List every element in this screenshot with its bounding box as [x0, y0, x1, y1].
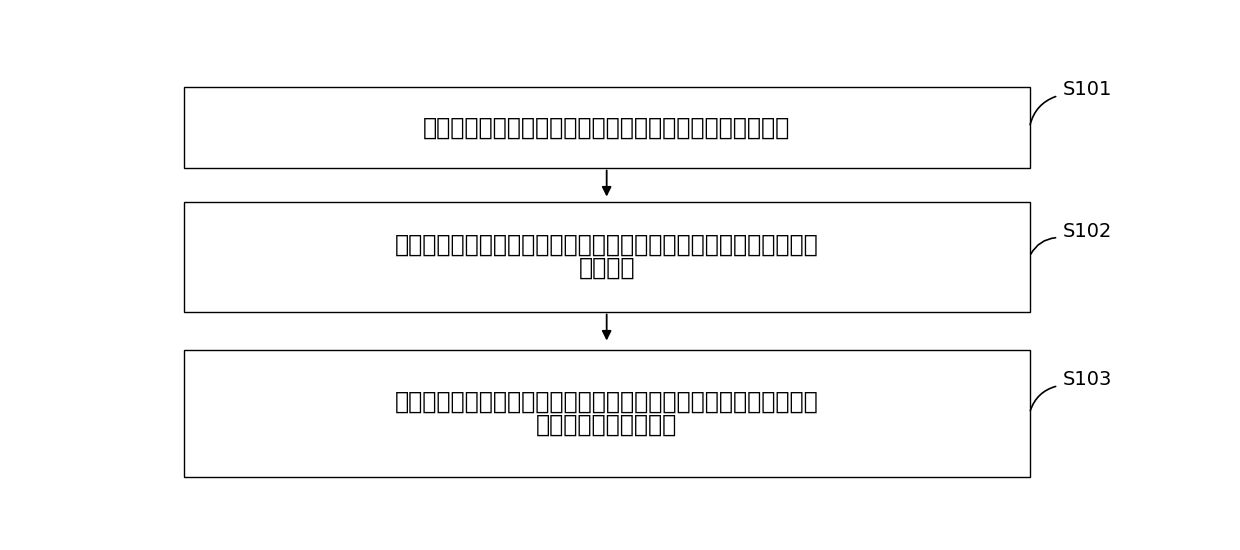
- Text: 对底部部分还原的氧化石墨烯气凝胶垂直方向施加压力，以得到异质: 对底部部分还原的氧化石墨烯气凝胶垂直方向施加压力，以得到异质: [394, 389, 818, 414]
- Text: S103: S103: [1063, 370, 1112, 389]
- Text: 将氧化石墨烯气凝胶底部加热还原，以得到底部部分还原的氧化石墨: 将氧化石墨烯气凝胶底部加热还原，以得到底部部分还原的氧化石墨: [394, 233, 818, 257]
- FancyBboxPatch shape: [184, 201, 1029, 312]
- Text: 烯气凝胶: 烯气凝胶: [578, 256, 635, 280]
- Text: 结构多孔氧化石墨烯膜: 结构多孔氧化石墨烯膜: [536, 413, 677, 437]
- Text: S101: S101: [1063, 80, 1112, 99]
- FancyBboxPatch shape: [184, 87, 1029, 168]
- FancyBboxPatch shape: [184, 350, 1029, 477]
- Text: 对氧化石墨烯溶液冷冻干燥制备，以得到氧化石墨烯气凝胶: 对氧化石墨烯溶液冷冻干燥制备，以得到氧化石墨烯气凝胶: [423, 116, 790, 139]
- Text: S102: S102: [1063, 222, 1112, 241]
